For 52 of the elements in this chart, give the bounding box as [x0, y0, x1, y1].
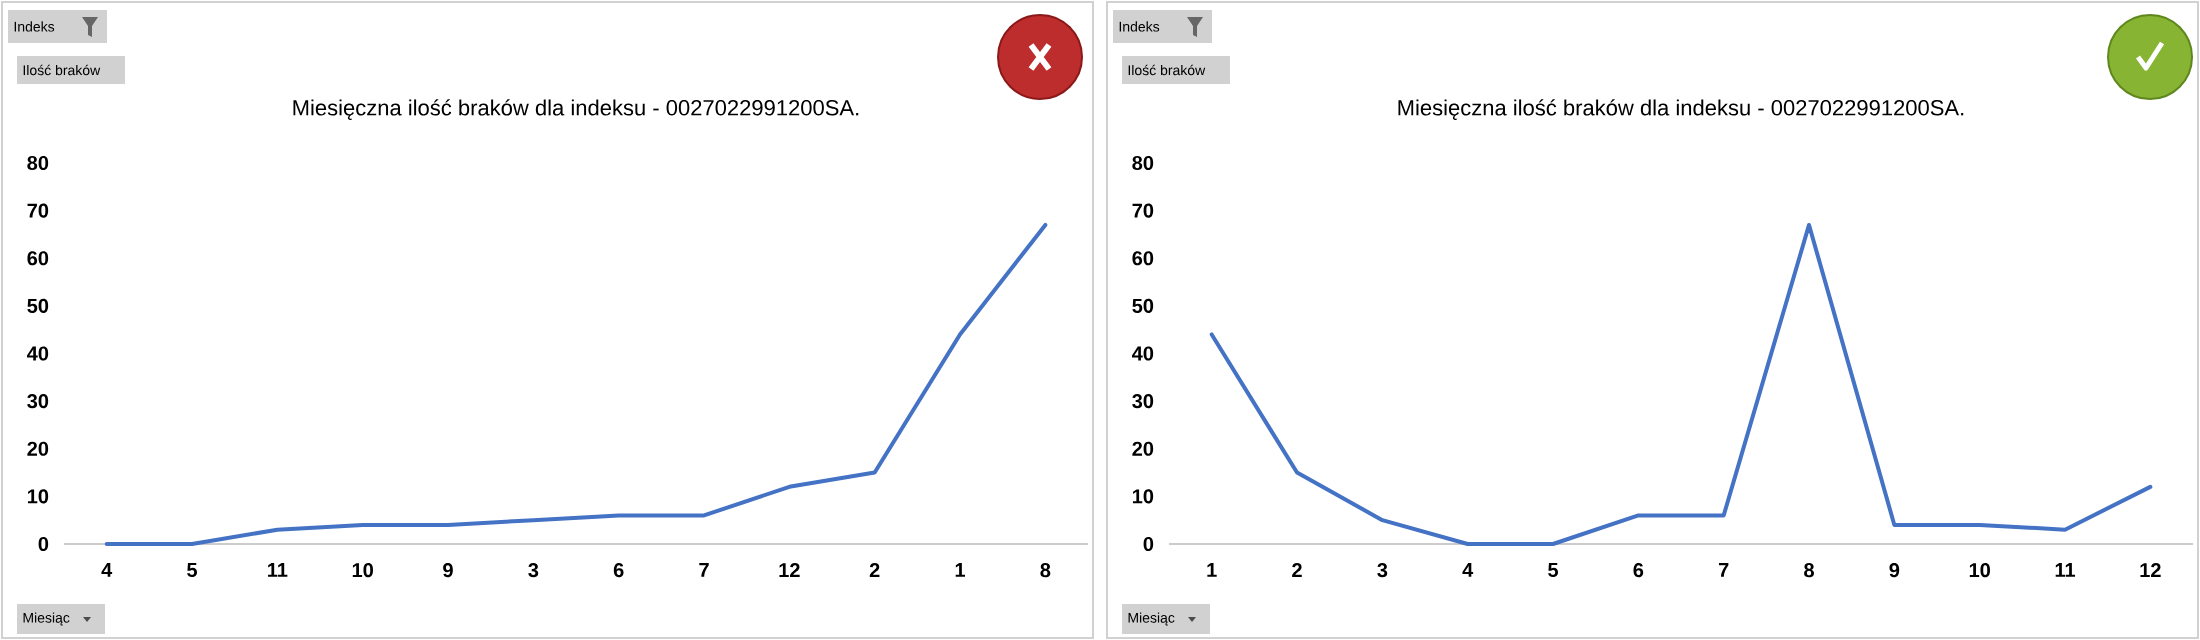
x-tick-label: 2 — [1292, 563, 1302, 578]
text: Ilość braków — [1128, 64, 1206, 76]
y-tick-label: 0 — [1143, 536, 1154, 552]
x-tick-label: 6 — [613, 563, 624, 578]
x-tick-label: 7 — [699, 563, 709, 577]
y-tick-label: 0 — [38, 536, 49, 552]
y-tick-label: 10 — [27, 489, 49, 504]
text: Ilość braków — [23, 64, 101, 76]
x-tick-label: 11 — [2055, 563, 2076, 577]
x-tick-label: 10 — [1969, 563, 1990, 578]
text: Miesiąc — [1128, 612, 1175, 626]
y-tick-label: 40 — [1132, 346, 1154, 361]
x-tick-label: 5 — [187, 563, 198, 578]
y-tick-label: 80 — [27, 155, 49, 171]
y-tick-label: 40 — [27, 346, 49, 361]
chart-title: Miesięczna ilość braków dla indeksu - 0027022991200SA. — [293, 99, 859, 120]
text: Indeks — [14, 21, 55, 32]
y-tick-label: 20 — [1132, 441, 1154, 456]
y-tick-label: 20 — [27, 441, 49, 456]
x-tick-label: 1 — [955, 563, 966, 577]
y-tick-label: 10 — [1132, 489, 1154, 504]
x-tick-label: 5 — [1548, 563, 1559, 578]
x-tick-label: 1 — [1207, 563, 1217, 577]
y-tick-label: 50 — [27, 298, 49, 313]
y-tick-label: 30 — [1132, 394, 1154, 409]
x-tick-label: 2 — [869, 563, 880, 578]
y-tick-label: 60 — [27, 251, 49, 266]
line-series — [1209, 222, 2153, 546]
x-tick-label: 4 — [101, 563, 113, 577]
x-tick-label: 8 — [1040, 563, 1051, 578]
y-tick-label: 70 — [27, 203, 49, 218]
y-tick-label: 30 — [27, 394, 49, 409]
line-series — [104, 222, 1048, 546]
x-tick-label: 9 — [443, 563, 453, 578]
x-tick-label: 3 — [1377, 563, 1388, 578]
x-tick-label: 12 — [779, 563, 800, 578]
x-tick-label: 10 — [352, 563, 373, 578]
y-tick-label: 50 — [1132, 298, 1154, 313]
x-tick-label: 9 — [1889, 563, 1900, 578]
x-tick-label: 11 — [268, 563, 288, 577]
y-tick-label: 70 — [1132, 203, 1154, 218]
x-tick-label: 12 — [2140, 563, 2161, 578]
x-tick-label: 4 — [1462, 563, 1474, 577]
x-tick-label: 8 — [1804, 563, 1814, 578]
x-tick-label: 3 — [528, 563, 539, 578]
y-tick-label: 60 — [1132, 251, 1154, 266]
x-tick-label: 6 — [1633, 563, 1644, 578]
x-tick-label: 7 — [1718, 563, 1729, 577]
chart-title: Miesięczna ilość braków dla indeksu - 0027022991200SA. — [1398, 99, 1964, 120]
text: Miesiąc — [23, 612, 70, 626]
y-tick-label: 80 — [1132, 155, 1154, 171]
text: Indeks — [1119, 21, 1160, 32]
